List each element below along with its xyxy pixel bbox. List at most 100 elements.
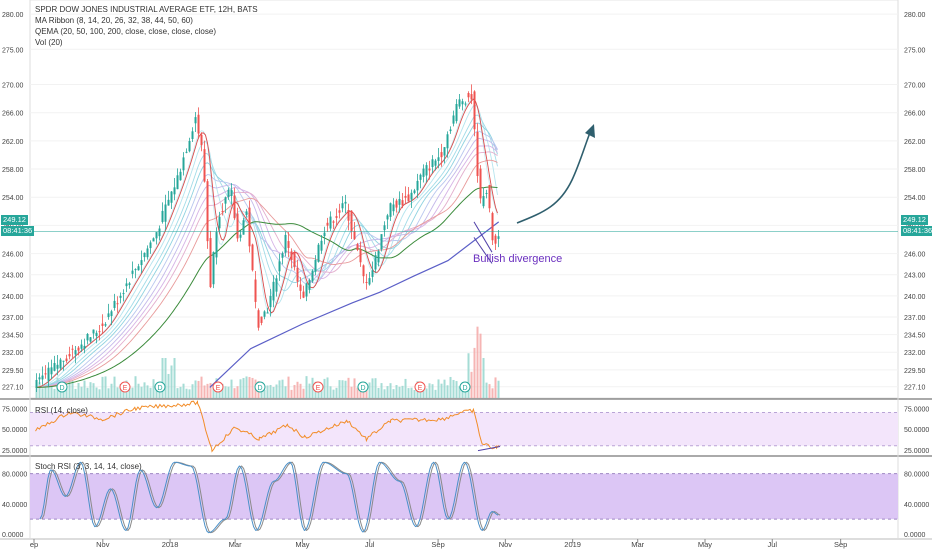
candle-body [467, 93, 470, 98]
volume-bar [431, 384, 434, 398]
volume-bar [71, 380, 74, 398]
candle-body [413, 190, 416, 193]
candle-body [389, 203, 392, 217]
volume-bar [269, 384, 272, 398]
volume-bar [347, 377, 350, 398]
candle-body [44, 373, 47, 375]
main-y-tick-right: 240.00 [904, 294, 926, 301]
volume-bar [131, 387, 134, 398]
candle-body [332, 221, 335, 223]
candle-body [182, 157, 185, 171]
candle-body [62, 360, 65, 362]
candle-body [233, 195, 236, 219]
candle-body [386, 215, 389, 220]
candle-body [218, 216, 221, 229]
candle-body [371, 270, 374, 277]
candle-body [50, 367, 53, 375]
candle-body [284, 234, 287, 253]
volume-bar [497, 380, 500, 398]
candle-body [476, 131, 479, 177]
volume-bar [494, 377, 497, 398]
candle-body [398, 198, 401, 205]
candle-body [134, 269, 137, 271]
main-y-tick-left: 237.00 [2, 315, 24, 322]
volume-bar [152, 379, 155, 398]
candle-body [425, 165, 428, 176]
candle-body [200, 134, 203, 146]
rsi-pane-label: RSI (14, close) [35, 406, 88, 415]
volume-bar [140, 386, 143, 398]
volume-bar [365, 389, 368, 398]
ma-ribbon-line [35, 114, 498, 388]
volume-bar [245, 376, 248, 398]
candle-body [287, 241, 290, 248]
candle-body [209, 238, 212, 288]
candle-body [167, 199, 170, 206]
candle-body [452, 115, 455, 124]
candle-body [152, 238, 155, 242]
candle-body [197, 114, 200, 134]
volume-bar [116, 387, 119, 398]
main-y-tick-right: 227.10 [904, 385, 926, 392]
volume-bar [341, 380, 344, 398]
candle-body [488, 184, 491, 209]
volume-bar [392, 389, 395, 398]
volume-bar [437, 379, 440, 398]
main-y-tick-left: 246.00 [2, 252, 24, 259]
candle-body [65, 358, 68, 362]
candle-body [344, 201, 347, 204]
volume-bar [491, 388, 494, 398]
volume-bar [167, 373, 170, 398]
volume-bar [350, 386, 353, 398]
candle-body [269, 295, 272, 308]
volume-bar [233, 388, 236, 398]
divergence-line-price [473, 221, 493, 253]
volume-bar [242, 377, 245, 398]
candle-body [143, 252, 146, 258]
stoch-y-tick-left: 40.0000 [2, 502, 27, 509]
volume-bar [425, 388, 428, 398]
event-marker [357, 381, 369, 393]
volume-bar [104, 376, 107, 398]
candle-body [314, 259, 317, 272]
x-tick-label: Nov [499, 540, 513, 549]
volume-bar [119, 384, 122, 398]
volume-bar [332, 389, 335, 398]
main-y-tick-left: 275.00 [2, 47, 24, 54]
event-marker-label: E [418, 385, 423, 392]
main-y-tick-left: 262.00 [2, 139, 24, 146]
event-marker [56, 381, 68, 393]
volume-bar [74, 388, 77, 398]
event-marker [459, 381, 471, 393]
candle-body [281, 253, 284, 258]
volume-bar [86, 387, 89, 398]
candle-body [431, 159, 434, 168]
main-y-tick-left: 280.00 [2, 12, 24, 19]
volume-bar [176, 388, 179, 398]
candle-body [188, 141, 191, 152]
divergence-line-rsi [477, 446, 501, 452]
candle-body [110, 311, 113, 317]
volume-bar [101, 376, 104, 398]
volume-bar [404, 378, 407, 398]
candle-body [260, 316, 263, 323]
candle-body [455, 103, 458, 122]
candle-body [419, 174, 422, 180]
main-y-tick-right: 258.00 [904, 167, 926, 174]
candle-body [224, 197, 227, 204]
candle-body [326, 222, 329, 226]
forecast-arrow [516, 129, 592, 224]
candle-body [296, 267, 299, 282]
volume-bar [53, 388, 56, 398]
x-tick-label: Nov [96, 540, 110, 549]
candle-body [38, 377, 41, 380]
candle-body [77, 347, 80, 351]
volume-bar [356, 387, 359, 398]
candle-body [239, 234, 242, 238]
volume-bar [299, 383, 302, 398]
volume-bar [50, 382, 53, 398]
candle-body [401, 200, 404, 206]
candle-body [125, 283, 128, 287]
candle-body [407, 194, 410, 202]
